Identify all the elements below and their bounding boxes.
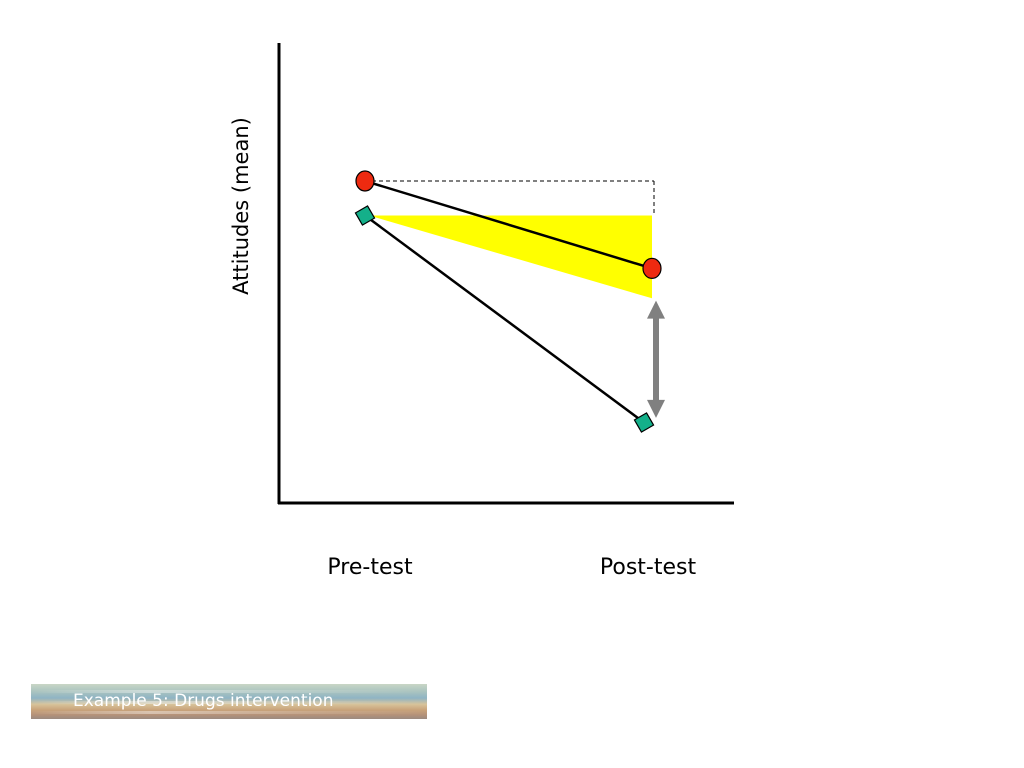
series-2-point-2 [633, 412, 655, 433]
series-1-point-1 [355, 170, 375, 192]
difference-arrow-head-top [647, 300, 665, 319]
x-tick-label-pre-test: Pre-test [327, 555, 413, 580]
y-axis-label: Attitudes (mean) [229, 117, 253, 295]
x-tick-label-post-test: Post-test [600, 555, 697, 580]
series-1-line [364, 179, 653, 270]
caption-banner: Example 5: Drugs intervention [31, 684, 427, 719]
caption-text: Example 5: Drugs intervention [73, 691, 334, 711]
series-2-point-1 [354, 205, 376, 226]
shaded-difference-region [369, 215, 652, 299]
series-2-line [364, 214, 645, 424]
series-1-point-2 [642, 257, 662, 279]
difference-arrow-head-bottom [647, 399, 665, 418]
